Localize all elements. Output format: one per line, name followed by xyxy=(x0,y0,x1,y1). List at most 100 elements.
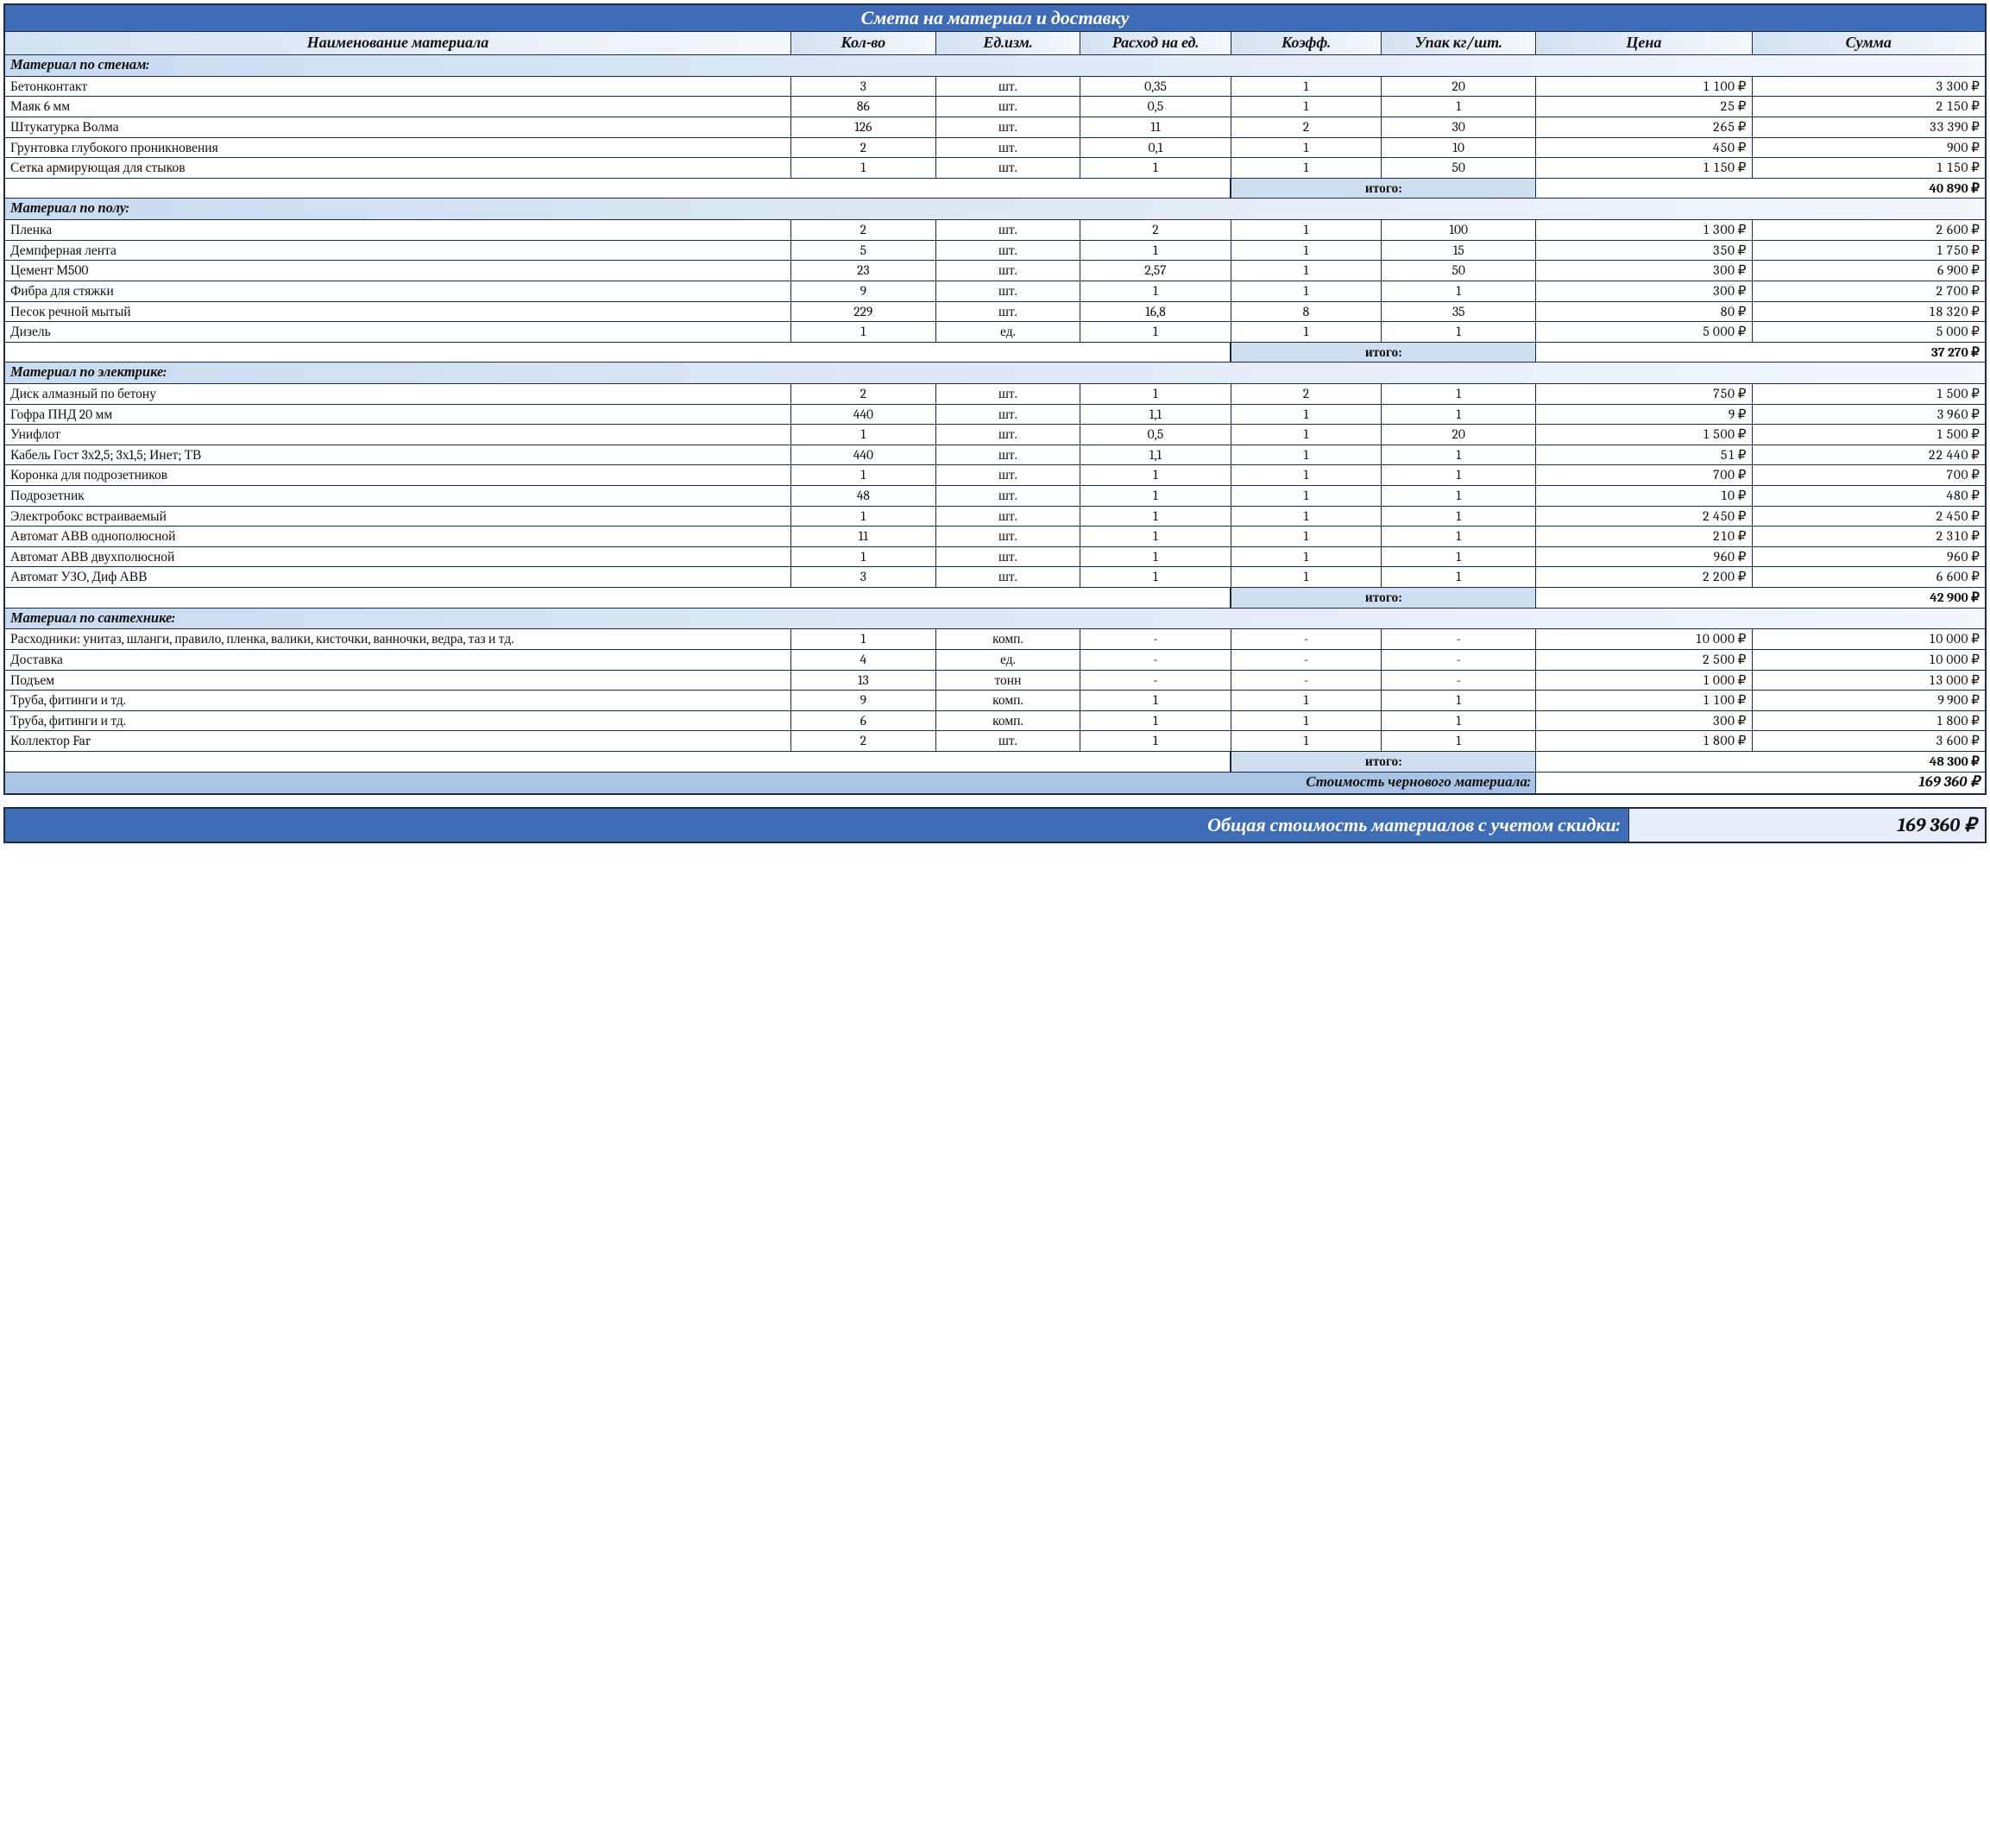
material-sum: 2 450 ₽ xyxy=(1752,506,1986,527)
table-title: Смета на материал и доставку xyxy=(4,4,1986,32)
material-price: 9 ₽ xyxy=(1536,404,1752,425)
group-header: Материал по стенам: xyxy=(4,54,1986,76)
material-coef: 1 xyxy=(1231,486,1381,507)
material-name: Пленка xyxy=(4,220,791,241)
material-rate: 1 xyxy=(1080,281,1231,301)
material-coef: 2 xyxy=(1231,384,1381,405)
material-price: 80 ₽ xyxy=(1536,301,1752,322)
material-unit: шт. xyxy=(935,506,1080,527)
material-pack: 1 xyxy=(1382,527,1536,547)
column-header-1: Кол-во xyxy=(791,32,936,55)
material-unit: шт. xyxy=(935,240,1080,261)
material-price: 25 ₽ xyxy=(1536,97,1752,117)
material-name: Песок речной мытый xyxy=(4,301,791,322)
material-qty: 1 xyxy=(791,546,936,567)
material-pack: 20 xyxy=(1382,425,1536,445)
material-pack: 1 xyxy=(1382,506,1536,527)
material-sum: 18 320 ₽ xyxy=(1752,301,1986,322)
material-pack: 15 xyxy=(1382,240,1536,261)
material-rate: 2,57 xyxy=(1080,261,1231,281)
material-price: 2 200 ₽ xyxy=(1536,567,1752,588)
material-price: 300 ₽ xyxy=(1536,261,1752,281)
material-coef: 1 xyxy=(1231,322,1381,343)
material-qty: 1 xyxy=(791,465,936,486)
subtotal-value: 42 900 ₽ xyxy=(1536,588,1986,609)
material-pack: 100 xyxy=(1382,220,1536,241)
material-pack: 35 xyxy=(1382,301,1536,322)
material-coef: - xyxy=(1231,629,1381,650)
material-coef: 1 xyxy=(1231,97,1381,117)
grand-total-label: Общая стоимость материалов с учетом скид… xyxy=(4,808,1629,842)
subtotal-label: итого: xyxy=(1231,342,1536,363)
material-coef: 1 xyxy=(1231,710,1381,731)
material-coef: 1 xyxy=(1231,425,1381,445)
subtotal-label: итого: xyxy=(1231,588,1536,609)
material-rate: 2 xyxy=(1080,220,1231,241)
material-rate: 0,5 xyxy=(1080,97,1231,117)
material-unit: шт. xyxy=(935,567,1080,588)
material-sum: 700 ₽ xyxy=(1752,465,1986,486)
material-rate: 0,5 xyxy=(1080,425,1231,445)
material-rate: 0,1 xyxy=(1080,137,1231,158)
material-qty: 4 xyxy=(791,650,936,671)
material-rate: 1 xyxy=(1080,240,1231,261)
material-unit: шт. xyxy=(935,220,1080,241)
material-price: 10 000 ₽ xyxy=(1536,629,1752,650)
material-name: Автомат АВВ двухполюсной xyxy=(4,546,791,567)
material-sum: 960 ₽ xyxy=(1752,546,1986,567)
material-name: Цемент М500 xyxy=(4,261,791,281)
material-coef: 1 xyxy=(1231,731,1381,752)
material-rate: 1 xyxy=(1080,731,1231,752)
material-pack: 1 xyxy=(1382,710,1536,731)
material-name: Грунтовка глубокого проникновения xyxy=(4,137,791,158)
material-coef: 8 xyxy=(1231,301,1381,322)
material-unit: шт. xyxy=(935,76,1080,97)
material-unit: шт. xyxy=(935,404,1080,425)
material-unit: шт. xyxy=(935,261,1080,281)
material-pack: 50 xyxy=(1382,158,1536,179)
material-price: 1 150 ₽ xyxy=(1536,158,1752,179)
material-sum: 2 310 ₽ xyxy=(1752,527,1986,547)
material-pack: 1 xyxy=(1382,445,1536,465)
material-price: 1 100 ₽ xyxy=(1536,691,1752,711)
material-unit: шт. xyxy=(935,137,1080,158)
material-rate: 16,8 xyxy=(1080,301,1231,322)
subtotal-blank xyxy=(4,588,1231,609)
material-pack: 1 xyxy=(1382,691,1536,711)
material-qty: 3 xyxy=(791,76,936,97)
material-sum: 6 600 ₽ xyxy=(1752,567,1986,588)
material-name: Труба, фитинги и тд. xyxy=(4,691,791,711)
material-unit: шт. xyxy=(935,384,1080,405)
material-pack: 20 xyxy=(1382,76,1536,97)
material-sum: 9 900 ₽ xyxy=(1752,691,1986,711)
material-name: Диск алмазный по бетону xyxy=(4,384,791,405)
material-qty: 229 xyxy=(791,301,936,322)
material-unit: тонн xyxy=(935,670,1080,691)
subtotal-label: итого: xyxy=(1231,751,1536,772)
material-coef: 1 xyxy=(1231,445,1381,465)
material-pack: 1 xyxy=(1382,97,1536,117)
material-qty: 9 xyxy=(791,691,936,711)
material-name: Автомат УЗО, Диф АВВ xyxy=(4,567,791,588)
material-pack: - xyxy=(1382,670,1536,691)
material-unit: шт. xyxy=(935,527,1080,547)
material-price: 51 ₽ xyxy=(1536,445,1752,465)
material-qty: 9 xyxy=(791,281,936,301)
material-rate: 1,1 xyxy=(1080,404,1231,425)
material-name: Фибра для стяжки xyxy=(4,281,791,301)
material-unit: шт. xyxy=(935,158,1080,179)
material-price: 210 ₽ xyxy=(1536,527,1752,547)
material-sum: 13 000 ₽ xyxy=(1752,670,1986,691)
material-rate: 1 xyxy=(1080,506,1231,527)
material-name: Подрозетник xyxy=(4,486,791,507)
material-qty: 1 xyxy=(791,322,936,343)
material-unit: шт. xyxy=(935,465,1080,486)
material-coef: 1 xyxy=(1231,567,1381,588)
material-qty: 440 xyxy=(791,445,936,465)
material-name: Дизель xyxy=(4,322,791,343)
material-unit: шт. xyxy=(935,445,1080,465)
material-rate: 0,35 xyxy=(1080,76,1231,97)
material-rate: 1 xyxy=(1080,691,1231,711)
material-rate: 1 xyxy=(1080,710,1231,731)
material-qty: 23 xyxy=(791,261,936,281)
